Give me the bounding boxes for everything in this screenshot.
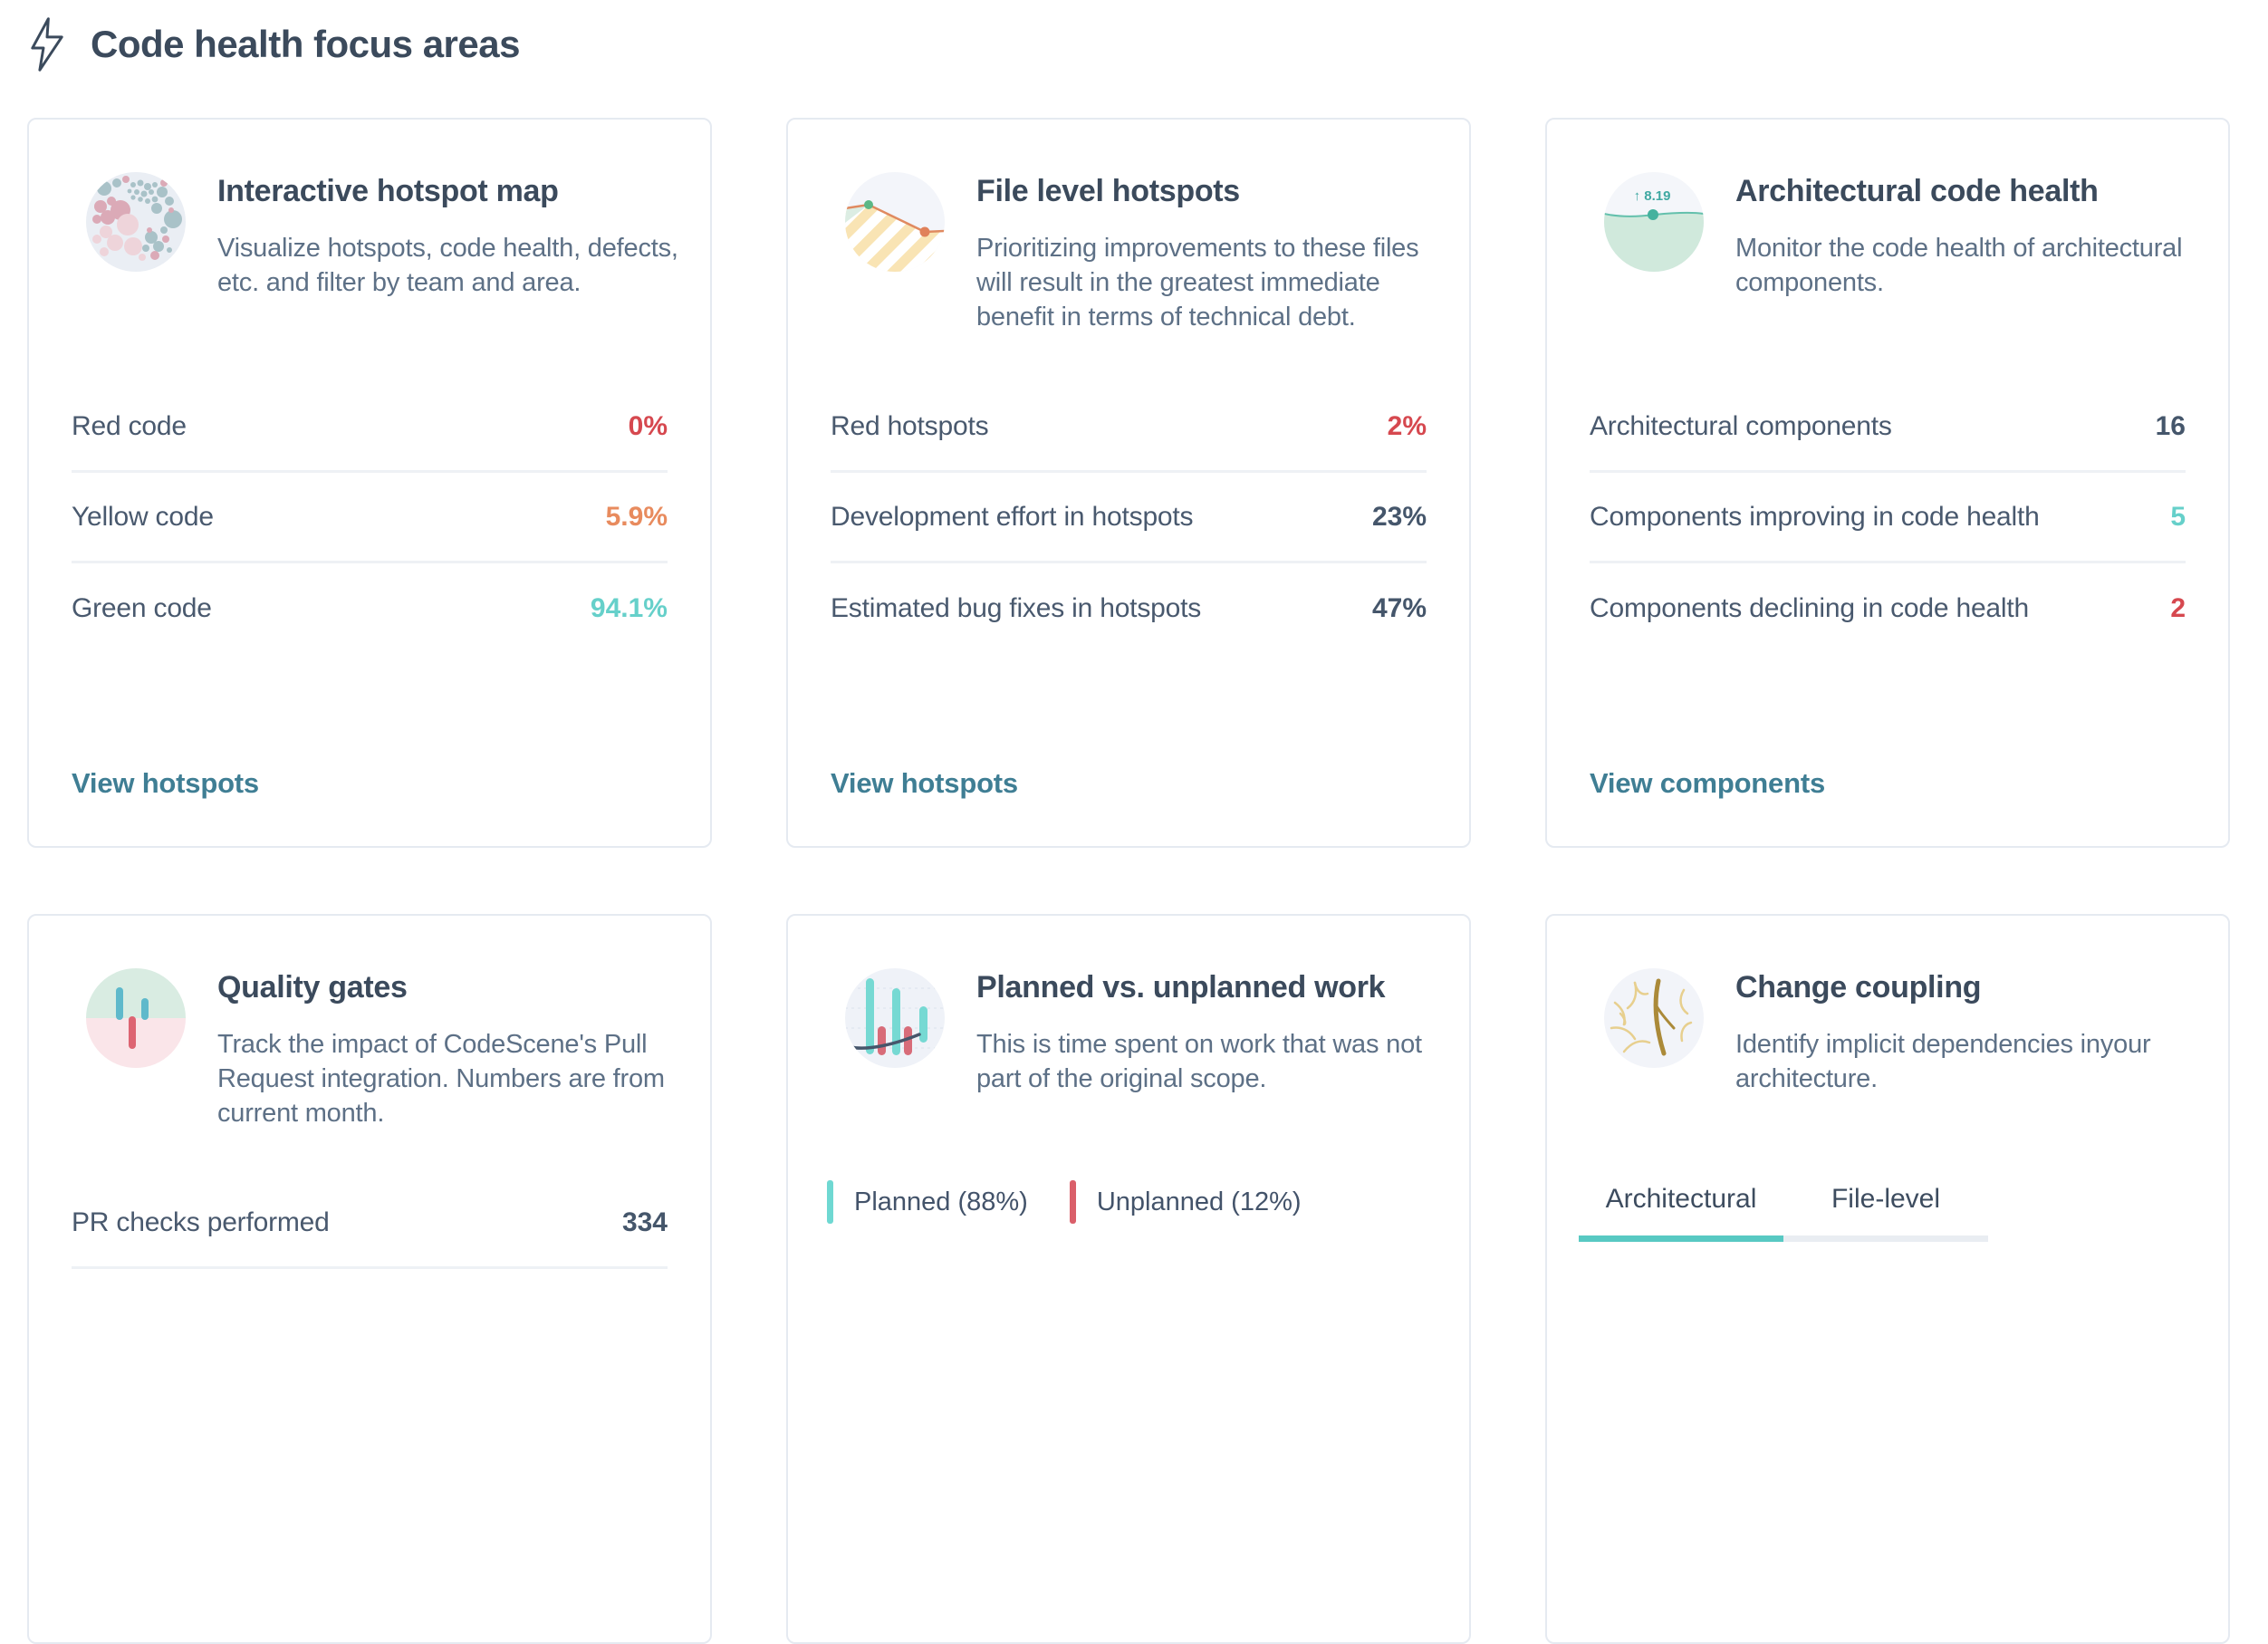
card-description: Visualize hotspots, code health, defects…	[217, 234, 678, 297]
card-planned-vs-unplanned: Planned vs. unplanned work This is time …	[786, 914, 1471, 1644]
stat-label: Architectural components	[1590, 410, 1892, 441]
view-hotspots-link[interactable]: View hotspots	[831, 767, 1018, 799]
stat-value: 334	[621, 1207, 668, 1237]
stat-row: Red code 0%	[72, 382, 668, 473]
stats-table: Red code 0% Yellow code 5.9% Green code …	[72, 382, 668, 654]
card-description: Identify implicit dependencies inyour ar…	[1735, 1030, 2151, 1093]
legend-label: Planned (88%)	[854, 1187, 1028, 1216]
stat-row: Red hotspots 2%	[831, 382, 1427, 473]
card-head: Quality gates Track the impact of CodeSc…	[29, 968, 710, 1130]
stat-label: Yellow code	[72, 501, 214, 532]
view-components-link[interactable]: View components	[1590, 767, 1825, 799]
stat-value: 0%	[628, 410, 668, 441]
card-head-text: Interactive hotspot map Visualize hotspo…	[217, 172, 697, 300]
change-coupling-icon	[1604, 968, 1704, 1068]
stats-table: Architectural components 16 Components i…	[1590, 382, 2186, 654]
card-interactive-hotspot-map: Interactive hotspot map Visualize hotspo…	[27, 118, 712, 848]
stat-label: Development effort in hotspots	[831, 501, 1194, 532]
card-architectural-code-health: ↑ 8.19 Architectural code health Monitor…	[1545, 118, 2230, 848]
card-title: Change coupling	[1735, 970, 1982, 1005]
stat-label: Components declining in code health	[1590, 593, 2029, 623]
card-head: File level hotspots Prioritizing improve…	[788, 172, 1469, 334]
stat-row: Estimated bug fixes in hotspots 47%	[831, 563, 1427, 654]
card-change-coupling: Change coupling Identify implicit depend…	[1545, 914, 2230, 1644]
legend-item-planned: Planned (88%)	[827, 1180, 1028, 1224]
card-head: Change coupling Identify implicit depend…	[1547, 968, 2228, 1096]
stat-value: 5.9%	[605, 501, 668, 532]
card-file-level-hotspots: File level hotspots Prioritizing improve…	[786, 118, 1471, 848]
stat-value: 94.1%	[590, 593, 668, 623]
card-description: Monitor the code health of architectural…	[1735, 234, 2183, 297]
stat-label: Green code	[72, 593, 212, 623]
card-title: Planned vs. unplanned work	[976, 970, 1386, 1005]
card-head-text: Quality gates Track the impact of CodeSc…	[217, 968, 697, 1130]
stat-row: PR checks performed 334	[72, 1178, 668, 1269]
card-title: Architectural code health	[1735, 174, 2099, 208]
stat-label: Red code	[72, 410, 187, 441]
gauge-score-value: ↑ 8.19	[1634, 188, 1671, 204]
tab-architectural[interactable]: Architectural	[1579, 1184, 1783, 1242]
stat-value: 23%	[1371, 501, 1427, 532]
stat-value: 2	[2170, 593, 2186, 623]
view-hotspots-link[interactable]: View hotspots	[72, 767, 259, 799]
card-head: Interactive hotspot map Visualize hotspo…	[29, 172, 710, 300]
stat-row: Yellow code 5.9%	[72, 473, 668, 563]
file-hotspots-chart-icon	[845, 172, 945, 272]
stat-label: Components improving in code health	[1590, 501, 2040, 532]
stat-value: 16	[2155, 410, 2186, 441]
stat-row: Architectural components 16	[1590, 382, 2186, 473]
card-description: Prioritizing improvements to these files…	[976, 234, 1419, 332]
stats-table: Red hotspots 2% Development effort in ho…	[831, 382, 1427, 654]
legend-label: Unplanned (12%)	[1096, 1187, 1302, 1216]
stat-row: Components improving in code health 5	[1590, 473, 2186, 563]
stat-value: 47%	[1371, 593, 1427, 623]
card-description: This is time spent on work that was not …	[976, 1030, 1422, 1093]
legend: Planned (88%) Unplanned (12%)	[827, 1180, 1343, 1224]
stat-row: Development effort in hotspots 23%	[831, 473, 1427, 563]
stat-value: 2%	[1387, 410, 1427, 441]
card-head-text: Change coupling Identify implicit depend…	[1735, 968, 2215, 1096]
card-head-text: Architectural code health Monitor the co…	[1735, 172, 2215, 300]
coupling-tabs: Architectural File-level	[1579, 1184, 1988, 1242]
hotspot-map-icon	[86, 172, 186, 272]
stat-label: Red hotspots	[831, 410, 989, 441]
stats-table: PR checks performed 334	[72, 1178, 668, 1269]
legend-item-unplanned: Unplanned (12%)	[1069, 1180, 1302, 1224]
page-header: Code health focus areas	[27, 16, 520, 72]
lightning-icon	[31, 17, 63, 72]
page-title: Code health focus areas	[91, 23, 520, 65]
card-description: Track the impact of CodeScene's Pull Req…	[217, 1030, 665, 1128]
card-head-text: File level hotspots Prioritizing improve…	[976, 172, 1456, 334]
planned-legend-marker	[827, 1180, 833, 1224]
card-title: Quality gates	[217, 970, 408, 1005]
stat-row: Components declining in code health 2	[1590, 563, 2186, 654]
unplanned-legend-marker	[1069, 1180, 1076, 1224]
card-head-text: Planned vs. unplanned work This is time …	[976, 968, 1456, 1096]
card-head: Planned vs. unplanned work This is time …	[788, 968, 1469, 1096]
quality-gates-icon	[86, 968, 186, 1068]
card-title: File level hotspots	[976, 174, 1240, 208]
stat-label: PR checks performed	[72, 1207, 330, 1237]
card-quality-gates: Quality gates Track the impact of CodeSc…	[27, 914, 712, 1644]
stat-label: Estimated bug fixes in hotspots	[831, 593, 1202, 623]
card-head: ↑ 8.19 Architectural code health Monitor…	[1547, 172, 2228, 300]
stat-value: 5	[2170, 501, 2186, 532]
planned-unplanned-chart-icon	[845, 968, 945, 1068]
tab-file-level[interactable]: File-level	[1783, 1184, 1988, 1242]
stat-row: Green code 94.1%	[72, 563, 668, 654]
code-health-gauge-icon: ↑ 8.19	[1604, 172, 1704, 272]
cards-grid: Interactive hotspot map Visualize hotspo…	[27, 118, 2230, 1644]
card-title: Interactive hotspot map	[217, 174, 559, 208]
